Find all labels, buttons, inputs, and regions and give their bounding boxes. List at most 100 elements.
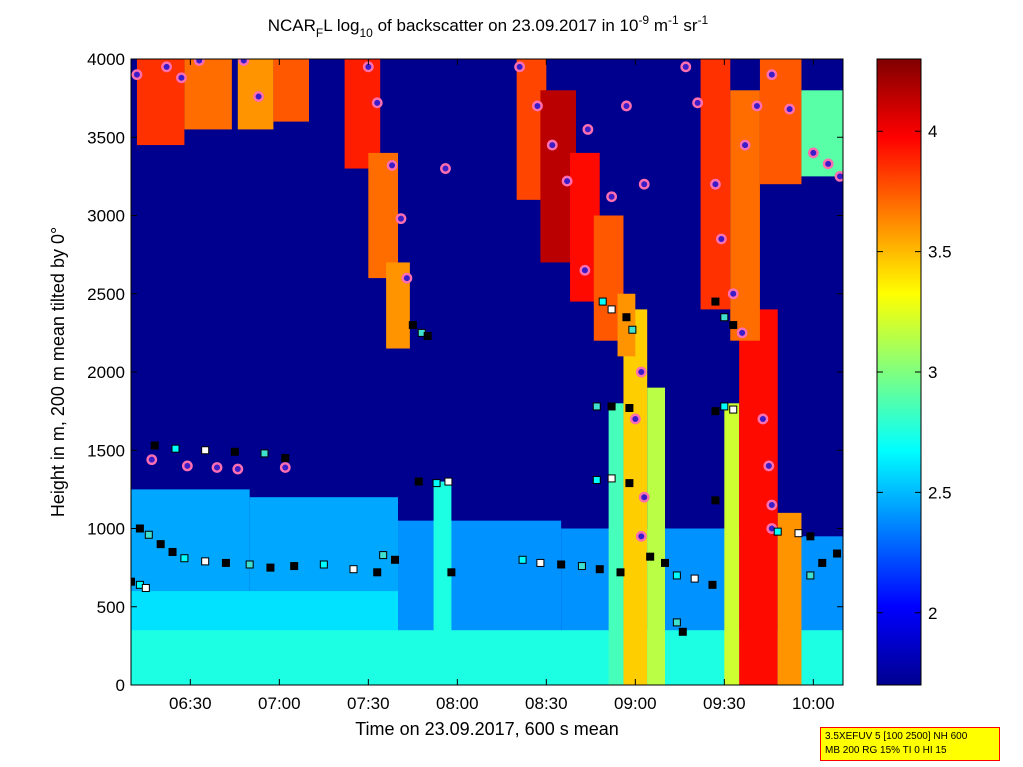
square-marker	[180, 554, 189, 563]
square-marker	[592, 475, 601, 484]
colorbar-tick-label: 2	[928, 604, 937, 623]
square-marker	[518, 555, 527, 564]
square-marker	[818, 558, 827, 567]
square-marker	[221, 558, 230, 567]
heatmap-field	[131, 59, 843, 685]
circle-marker	[621, 100, 632, 112]
square-marker	[729, 321, 738, 330]
heatmap-cell-11	[724, 403, 740, 685]
heatmap-cell-18	[344, 59, 381, 169]
colorbar-tick-label: 3.5	[928, 243, 952, 262]
heatmap-cell-8	[608, 403, 624, 685]
square-marker	[230, 447, 239, 456]
square-marker	[432, 479, 441, 488]
heatmap-cell-9	[623, 309, 648, 685]
x-tick-label: 08:00	[436, 694, 479, 713]
y-axis: 0 500 1000 1500 2000 2500 3000 3500 4000	[87, 50, 843, 695]
circle-marker	[751, 100, 763, 112]
circle-marker	[736, 327, 748, 339]
x-axis: 06:30 07:00 07:30 08:00 08:30 09:00 09:30 10:00	[169, 59, 835, 713]
square-marker	[711, 496, 720, 505]
square-marker	[144, 530, 153, 539]
circle-marker	[638, 491, 650, 503]
square-marker	[266, 563, 275, 572]
colorbar-tick-label: 4	[928, 122, 937, 141]
square-marker	[536, 558, 545, 567]
info-box: 3.5XEFUV 5 [100 2500] NH 600 MB 200 RG 1…	[820, 727, 1000, 761]
square-marker	[131, 577, 135, 586]
square-marker	[708, 580, 717, 589]
circle-marker	[766, 69, 778, 81]
square-marker	[806, 532, 815, 541]
circle-marker	[253, 91, 264, 102]
square-marker	[281, 454, 290, 463]
square-marker	[171, 444, 180, 453]
x-tick-label: 09:30	[703, 694, 746, 713]
heatmap-cell-20	[386, 262, 410, 349]
square-marker	[690, 574, 699, 583]
heatmap-cell-14	[136, 59, 185, 146]
circle-marker	[386, 160, 398, 171]
circle-marker	[606, 191, 617, 203]
y-tick-label: 1500	[87, 441, 125, 460]
circle-marker	[807, 147, 819, 159]
x-tick-label: 09:00	[614, 694, 657, 713]
square-marker	[672, 618, 681, 627]
circle-marker	[763, 460, 775, 472]
circle-marker	[232, 463, 244, 475]
colorbar-tick-label: 3	[928, 363, 937, 382]
circle-marker	[401, 272, 413, 284]
circle-marker	[161, 61, 173, 73]
circle-marker	[784, 103, 795, 115]
heatmap-cell-29	[801, 90, 843, 177]
heatmap-cell-10	[647, 387, 665, 685]
square-marker	[625, 479, 634, 488]
heatmap-cell-7	[433, 481, 452, 685]
square-marker	[201, 446, 210, 455]
circle-marker	[834, 170, 843, 182]
square-marker	[711, 297, 720, 306]
square-marker	[245, 560, 254, 569]
chart-title: NCARFL log10 of backscatter on 23.09.201…	[268, 13, 709, 40]
heatmap-cell-13	[777, 512, 802, 685]
square-marker	[607, 474, 616, 483]
square-marker	[646, 552, 655, 561]
square-marker	[444, 477, 453, 486]
square-marker	[319, 560, 328, 569]
circle-marker	[279, 462, 291, 473]
y-tick-label: 1000	[87, 520, 125, 539]
square-marker	[625, 403, 634, 412]
circle-marker	[692, 97, 704, 109]
y-axis-label: Height in m, 200 m mean tilted by 0°	[48, 227, 68, 517]
marker-layer	[131, 59, 843, 636]
square-marker	[414, 477, 423, 486]
y-tick-label: 2000	[87, 363, 125, 382]
square-marker	[577, 562, 586, 571]
x-tick-label: 07:00	[258, 694, 301, 713]
square-marker	[592, 402, 601, 411]
circle-marker	[176, 72, 187, 84]
y-tick-label: 4000	[87, 50, 125, 69]
info-line-2: MB 200 RG 15% TI 0 HI 15	[825, 745, 947, 756]
square-marker	[607, 402, 616, 411]
square-marker	[661, 558, 669, 567]
x-tick-label: 10:00	[792, 694, 835, 713]
square-marker	[794, 529, 803, 538]
x-tick-label: 07:30	[347, 694, 390, 713]
square-marker	[260, 449, 269, 458]
square-marker	[379, 551, 388, 560]
square-marker	[833, 549, 842, 558]
circle-marker	[131, 69, 143, 81]
square-marker	[729, 405, 738, 414]
square-marker	[150, 441, 159, 450]
y-tick-label: 3000	[87, 207, 125, 226]
square-marker	[773, 527, 782, 536]
heatmap-cell-15	[184, 59, 232, 130]
heatmap-cell-12	[739, 309, 778, 685]
circle-marker	[680, 61, 692, 73]
heatmap-cell-19	[368, 152, 398, 279]
circle-marker	[193, 59, 205, 66]
circle-marker	[638, 178, 650, 190]
circle-marker	[514, 61, 526, 73]
circle-marker	[635, 366, 647, 378]
